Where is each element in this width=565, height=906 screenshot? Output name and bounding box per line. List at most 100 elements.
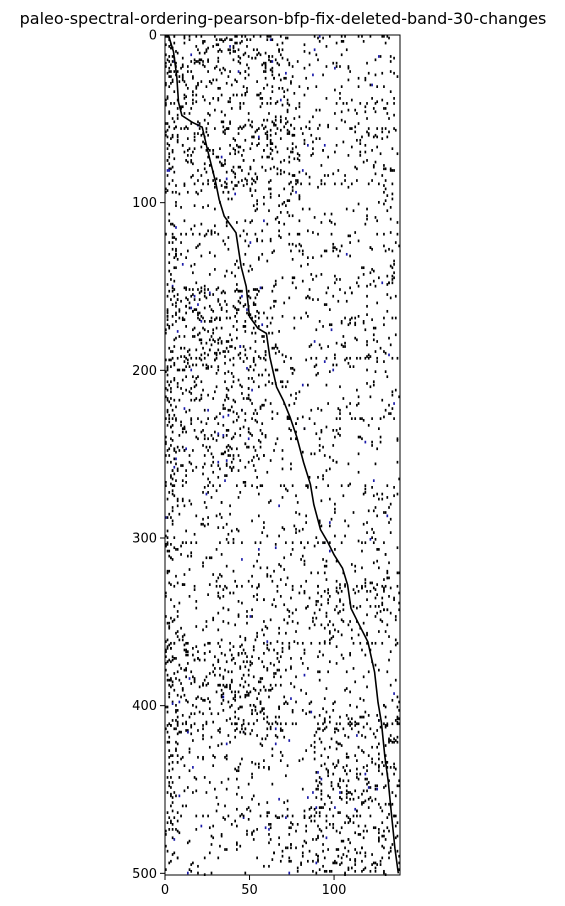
heatmap-cell <box>281 202 284 206</box>
heatmap-cell <box>200 133 203 137</box>
heatmap-cell <box>313 422 316 425</box>
heatmap-cell <box>393 737 395 741</box>
heatmap-cell <box>186 160 189 164</box>
heatmap-cell <box>244 353 247 357</box>
heatmap-cell <box>254 469 257 472</box>
heatmap-cell <box>337 611 340 615</box>
heatmap-cell <box>388 247 390 251</box>
heatmap-cell <box>242 425 245 429</box>
heatmap-cell <box>317 600 319 603</box>
heatmap-cell <box>166 283 169 286</box>
heatmap-cell <box>296 180 299 184</box>
heatmap-cell <box>344 769 346 773</box>
heatmap-cell <box>383 786 385 789</box>
heatmap-cell <box>308 710 311 714</box>
heatmap-cell <box>261 628 264 632</box>
heatmap-cell <box>247 269 250 273</box>
heatmap-cell <box>232 137 235 140</box>
heatmap-cell <box>298 159 301 162</box>
heatmap-cell <box>224 817 226 821</box>
heatmap-cell <box>384 754 387 757</box>
heatmap-cell <box>225 848 228 851</box>
heatmap-cell <box>230 529 233 533</box>
heatmap-cell <box>352 511 355 514</box>
heatmap-cell <box>247 683 250 687</box>
heatmap-cell <box>361 734 363 737</box>
heatmap-cell <box>356 388 358 392</box>
heatmap-cell <box>315 838 318 841</box>
heatmap-cell <box>366 294 368 298</box>
heatmap-cell <box>364 653 367 657</box>
heatmap-cell <box>291 620 294 623</box>
heatmap-cell <box>266 143 269 147</box>
heatmap-cell <box>266 727 269 731</box>
heatmap-cell <box>308 63 311 67</box>
heatmap-cell <box>168 162 171 166</box>
heatmap-cell <box>266 325 269 328</box>
heatmap-cell <box>165 130 167 134</box>
heatmap-cell <box>393 102 395 105</box>
heatmap-cell <box>330 221 333 224</box>
heatmap-cell <box>186 662 189 665</box>
heatmap-cell <box>173 363 176 367</box>
heatmap-cell <box>237 299 240 303</box>
heatmap-cell <box>244 92 247 95</box>
heatmap-cell <box>183 97 186 100</box>
heatmap-cell <box>320 221 323 224</box>
heatmap-cell <box>315 806 318 809</box>
heatmap-cell <box>170 543 172 546</box>
heatmap-cell <box>171 489 174 493</box>
heatmap-cell <box>386 608 389 612</box>
heatmap-cell <box>350 127 353 130</box>
heatmap-cell <box>310 814 313 818</box>
heatmap-cell <box>166 460 169 464</box>
heatmap-cell <box>214 318 216 322</box>
heatmap-cell <box>175 657 177 660</box>
heatmap-cell <box>364 484 367 488</box>
heatmap-cell <box>286 199 289 202</box>
heatmap-cell <box>290 249 292 253</box>
heatmap-cell <box>273 672 275 675</box>
heatmap-cell <box>166 549 169 553</box>
heatmap-cell <box>344 341 346 345</box>
heatmap-cell <box>236 824 238 828</box>
heatmap-cell <box>325 615 328 618</box>
heatmap-cell <box>300 244 302 248</box>
heatmap-cell <box>203 51 206 55</box>
heatmap-cell <box>264 61 267 65</box>
heatmap-cell <box>347 868 350 871</box>
heatmap-cell <box>171 289 174 293</box>
heatmap-cell <box>388 658 390 662</box>
heatmap-cell <box>252 645 255 648</box>
heatmap-cell <box>369 796 372 799</box>
heatmap-cell <box>285 668 287 672</box>
heatmap-cell <box>286 576 289 580</box>
heatmap-cell <box>200 397 203 400</box>
heatmap-cell <box>200 289 203 293</box>
heatmap-cell <box>246 690 248 694</box>
heatmap-cell <box>328 219 331 223</box>
heatmap-cell <box>229 641 231 645</box>
heatmap-cell <box>268 811 270 814</box>
heatmap-cell <box>308 475 311 479</box>
heatmap-cell <box>229 70 231 73</box>
heatmap-cell <box>251 712 253 716</box>
heatmap-cell <box>376 559 379 563</box>
heatmap-cell <box>205 296 208 300</box>
heatmap-cell <box>371 863 373 866</box>
heatmap-cell <box>383 415 385 419</box>
heatmap-cell <box>300 584 302 588</box>
heatmap-cell <box>242 263 245 266</box>
heatmap-cell <box>356 179 358 182</box>
heatmap-cell <box>225 36 228 40</box>
heatmap-cell <box>301 527 304 531</box>
heatmap-cell <box>357 730 360 734</box>
heatmap-cell <box>239 289 242 293</box>
heatmap-cell <box>234 263 237 266</box>
heatmap-cell <box>244 693 247 697</box>
heatmap-cell <box>378 764 380 768</box>
heatmap-cell <box>244 303 247 306</box>
heatmap-cell <box>170 137 172 140</box>
heatmap-cell <box>193 398 196 402</box>
heatmap-cell <box>293 524 296 528</box>
